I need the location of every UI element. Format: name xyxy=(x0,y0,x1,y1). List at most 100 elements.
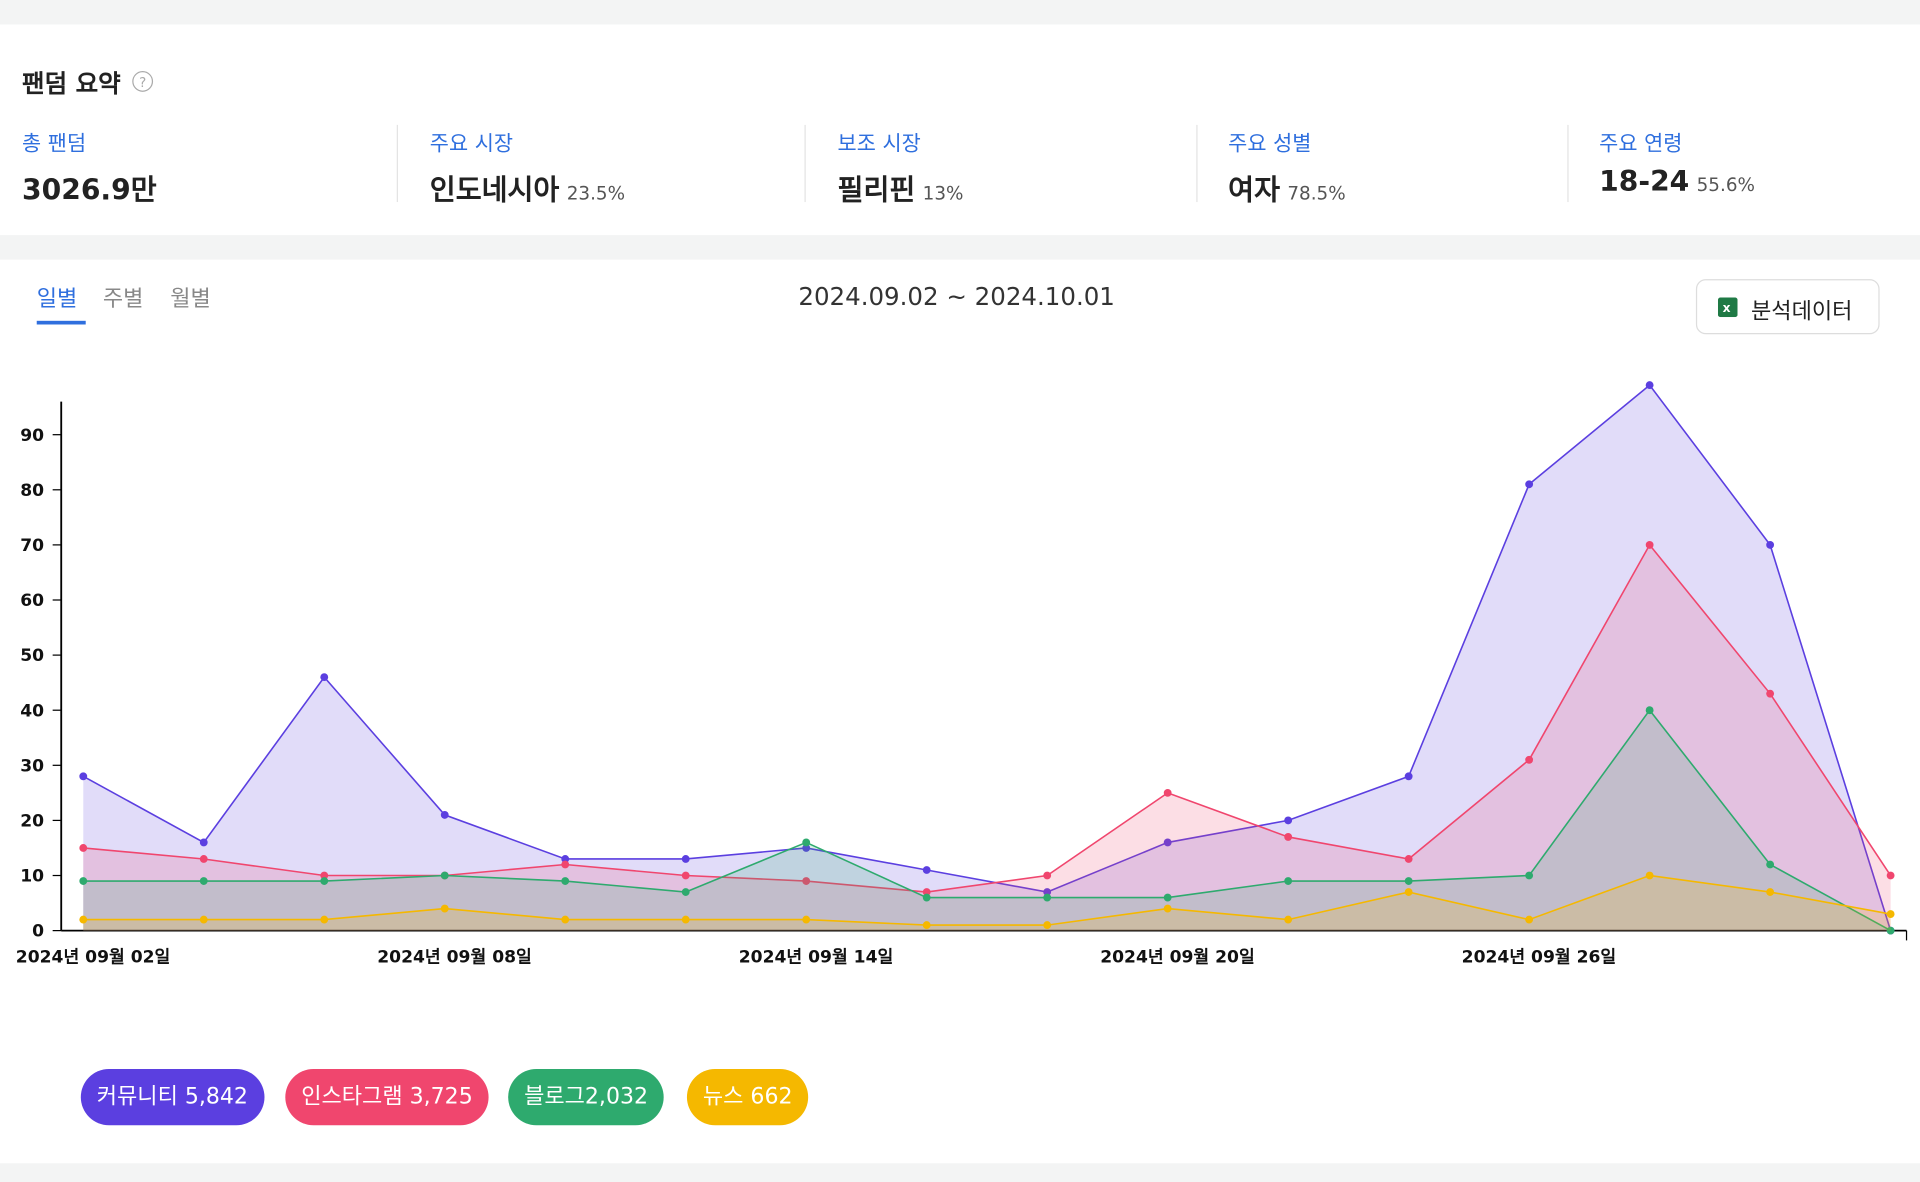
data-point xyxy=(681,855,690,863)
data-point xyxy=(1284,816,1293,825)
summary-value: 18-24 55.6% xyxy=(1599,167,1755,199)
x-tick-label: 2024년 09월 20일 xyxy=(1100,947,1255,967)
data-point xyxy=(1525,915,1534,924)
summary-value: 필리핀 13% xyxy=(838,167,964,209)
data-point xyxy=(1645,706,1654,715)
y-tick-label: 20 xyxy=(20,812,44,832)
export-label: 분석데이터 xyxy=(1751,298,1853,325)
data-point xyxy=(199,877,208,885)
data-point xyxy=(1043,871,1052,880)
data-point xyxy=(440,810,449,819)
summary-value: 인도네시아 23.5% xyxy=(430,167,625,209)
data-point xyxy=(1525,480,1534,489)
legend-item[interactable]: 커뮤니티 5,842 xyxy=(80,1068,264,1126)
data-point xyxy=(561,877,570,885)
area-fill xyxy=(83,385,1891,931)
data-point xyxy=(1284,833,1293,841)
summary-label: 총 팬덤 xyxy=(22,132,87,157)
data-point xyxy=(1284,915,1293,924)
summary-sub: 23.5% xyxy=(566,182,626,205)
y-tick-label: 80 xyxy=(20,481,44,501)
data-point xyxy=(561,860,570,869)
data-point xyxy=(1766,888,1775,896)
data-point xyxy=(561,915,570,924)
data-point xyxy=(440,871,449,880)
export-button[interactable]: x 분석데이터 xyxy=(1695,279,1880,335)
data-point xyxy=(1043,893,1052,902)
data-point xyxy=(199,855,208,863)
data-point xyxy=(1404,877,1413,885)
tab[interactable]: 주별 xyxy=(102,286,144,313)
data-point xyxy=(79,877,88,885)
data-point xyxy=(320,871,329,880)
data-point xyxy=(1886,910,1895,919)
divider xyxy=(396,124,398,203)
data-point xyxy=(1766,860,1775,869)
summary-label: 보조 시장 xyxy=(837,132,921,157)
area-fill xyxy=(83,875,1891,931)
series-line xyxy=(83,708,1891,932)
y-tick-label: 0 xyxy=(32,922,44,942)
data-point xyxy=(922,921,931,930)
summary-title: 팬덤 요약 xyxy=(22,68,121,98)
data-point xyxy=(1766,689,1775,698)
x-tick-label: 2024년 09월 26일 xyxy=(1462,947,1617,967)
y-tick-label: 60 xyxy=(20,591,44,611)
data-point xyxy=(802,877,811,885)
data-point xyxy=(681,915,690,924)
data-point xyxy=(561,855,570,863)
summary-value: 3026.9만 xyxy=(22,167,157,209)
data-point xyxy=(320,673,329,682)
data-point xyxy=(320,915,329,924)
data-point xyxy=(1525,755,1534,764)
y-tick-label: 30 xyxy=(20,756,44,776)
data-point xyxy=(922,866,931,874)
data-point xyxy=(1404,855,1413,863)
x-tick-label: 2024년 09월 02일 xyxy=(16,947,171,967)
data-point xyxy=(802,915,811,924)
tab[interactable]: 월별 xyxy=(170,286,211,313)
data-point xyxy=(1043,921,1052,930)
svg-text:x: x xyxy=(1723,301,1731,315)
tab[interactable]: 일별 xyxy=(36,286,78,313)
y-tick-label: 40 xyxy=(20,701,44,721)
legend-item[interactable]: 블로그2,032 xyxy=(508,1068,664,1126)
summary-value: 여자 78.5% xyxy=(1228,167,1346,209)
data-point xyxy=(1163,893,1172,902)
data-point xyxy=(1043,888,1052,896)
area-fill xyxy=(83,544,1891,931)
y-tick-label: 10 xyxy=(20,867,44,887)
legend-item[interactable]: 뉴스 662 xyxy=(686,1068,809,1126)
data-point xyxy=(79,772,88,781)
legend-item[interactable]: 인스타그램 3,725 xyxy=(285,1068,489,1126)
data-point xyxy=(1886,926,1895,935)
data-point xyxy=(1163,788,1172,797)
summary-sub: 78.5% xyxy=(1287,182,1346,205)
summary-label: 주요 성별 xyxy=(1228,132,1312,157)
divider xyxy=(1196,124,1198,203)
summary-value-text: 18-24 xyxy=(1599,166,1690,199)
data-point xyxy=(1645,381,1654,390)
summary-label: 주요 연령 xyxy=(1599,132,1683,157)
series-line xyxy=(82,383,1892,931)
data-point xyxy=(681,888,690,896)
data-point xyxy=(1886,871,1895,880)
x-tick-label: 2024년 09월 14일 xyxy=(739,947,894,967)
excel-icon: x xyxy=(1717,297,1738,318)
data-point xyxy=(199,838,208,847)
summary-card xyxy=(0,24,1920,236)
data-point xyxy=(1645,871,1654,880)
help-icon[interactable]: ? xyxy=(131,70,154,93)
date-range[interactable]: 2024.09.02 ~ 2024.10.01 xyxy=(798,281,1115,312)
chart-card xyxy=(0,259,1920,1164)
data-point xyxy=(922,888,931,896)
summary-value-text: 필리핀 xyxy=(837,175,916,207)
data-point xyxy=(1163,838,1172,847)
data-point xyxy=(79,915,88,924)
divider xyxy=(1567,124,1569,203)
data-point xyxy=(802,838,811,847)
svg-text:?: ? xyxy=(139,76,146,91)
series-line xyxy=(83,874,1891,926)
data-point xyxy=(320,877,329,885)
data-point xyxy=(1404,888,1413,896)
